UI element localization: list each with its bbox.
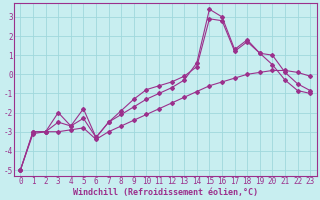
X-axis label: Windchill (Refroidissement éolien,°C): Windchill (Refroidissement éolien,°C) xyxy=(73,188,258,197)
